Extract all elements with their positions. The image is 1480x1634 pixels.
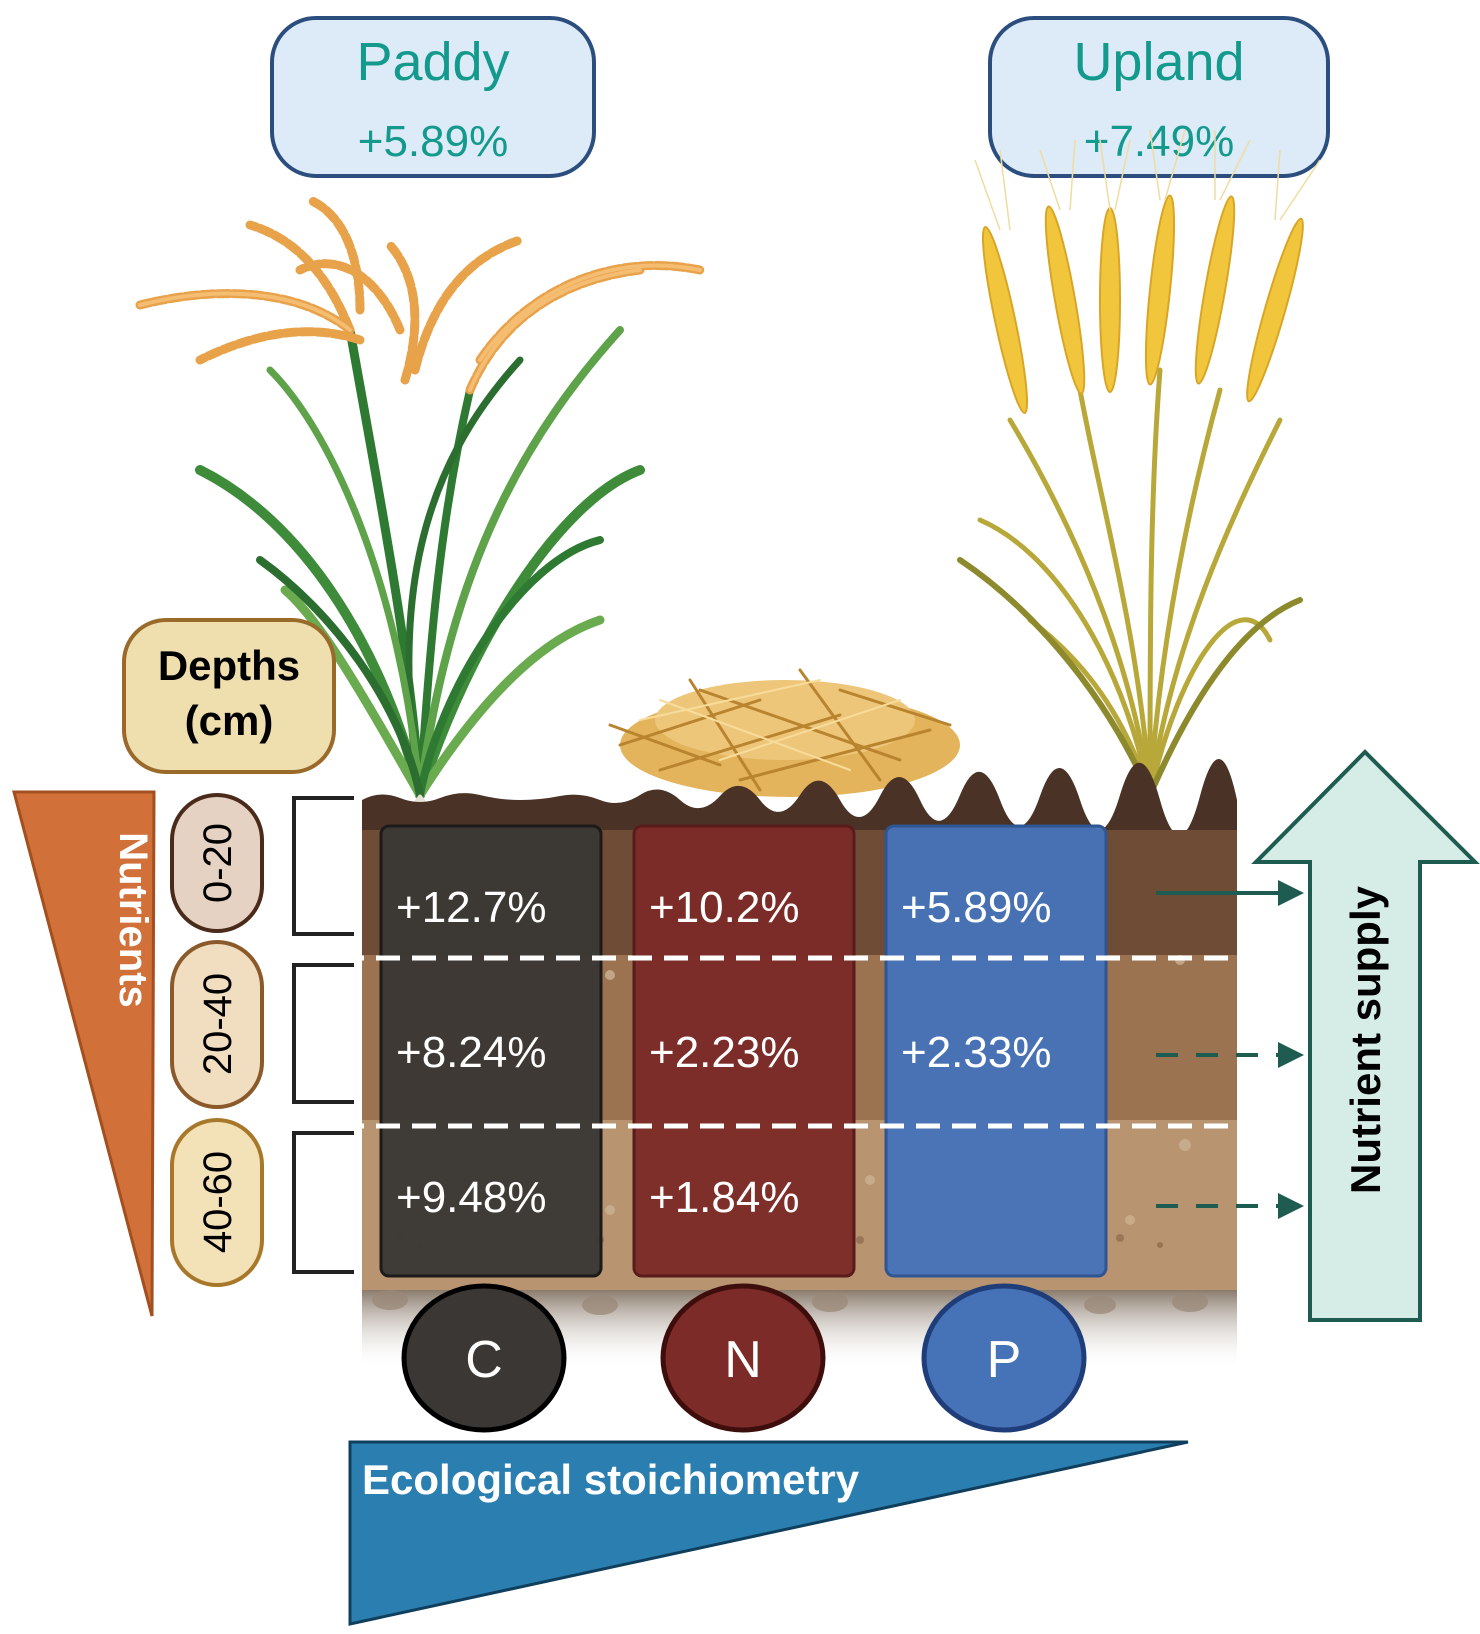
wheat-plant-illustration — [957, 129, 1321, 798]
nutrient-supply-arrow: Nutrient supply — [1251, 749, 1480, 1322]
nutrients-label: Nutrients — [111, 832, 155, 1008]
element-column-c — [379, 824, 603, 1278]
value-c-20-40: +8.24% — [396, 1028, 546, 1077]
paddy-value: +5.89% — [358, 117, 508, 166]
value-c-40-60: +9.48% — [396, 1173, 546, 1222]
element-symbol-c: C — [401, 1283, 567, 1433]
svg-text:0-20: 0-20 — [196, 823, 240, 903]
depth-label-20-40: 20-40 — [170, 940, 264, 1109]
svg-text:40-60: 40-60 — [196, 1151, 240, 1253]
element-column-n — [632, 824, 856, 1278]
depths-header-line1: Depths — [158, 642, 300, 689]
element-symbol-n: N — [660, 1283, 826, 1433]
stoichiometry-label: Ecological stoichiometry — [362, 1456, 860, 1503]
paddy-label: Paddy — [356, 32, 509, 92]
stoichiometry-wedge: Ecological stoichiometry — [348, 1440, 1189, 1626]
depths-header: Depths (cm) — [122, 618, 336, 774]
depth-brackets — [292, 796, 354, 1274]
value-p-0-20: +5.89% — [901, 883, 1051, 932]
nutrient-supply-label: Nutrient supply — [1342, 885, 1389, 1194]
svg-text:N: N — [724, 1331, 762, 1389]
depth-label-40-60: 40-60 — [170, 1118, 264, 1287]
nutrients-wedge: Nutrients — [12, 790, 156, 1317]
value-p-20-40: +2.33% — [901, 1028, 1051, 1077]
upland-label: Upland — [1073, 32, 1244, 92]
element-symbol-p: P — [921, 1283, 1087, 1433]
depth-label-0-20: 0-20 — [170, 793, 264, 933]
svg-text:20-40: 20-40 — [196, 973, 240, 1075]
upland-box: Upland +7.49% — [988, 16, 1330, 178]
value-n-0-20: +10.2% — [649, 883, 799, 932]
value-c-0-20: +12.7% — [396, 883, 546, 932]
paddy-box: Paddy +5.89% — [270, 16, 596, 178]
value-n-40-60: +1.84% — [649, 1173, 799, 1222]
depth-divider-lines — [340, 955, 1240, 1129]
svg-text:C: C — [465, 1331, 503, 1389]
value-n-20-40: +2.23% — [649, 1028, 799, 1077]
depths-header-line2: (cm) — [185, 697, 274, 744]
supply-flow-arrows — [1156, 880, 1304, 1219]
rice-plant-illustration — [135, 195, 705, 843]
upland-value: +7.49% — [1084, 117, 1234, 166]
straw-pile-illustration — [608, 668, 960, 797]
element-column-p — [884, 824, 1108, 1278]
svg-text:P: P — [987, 1331, 1022, 1389]
